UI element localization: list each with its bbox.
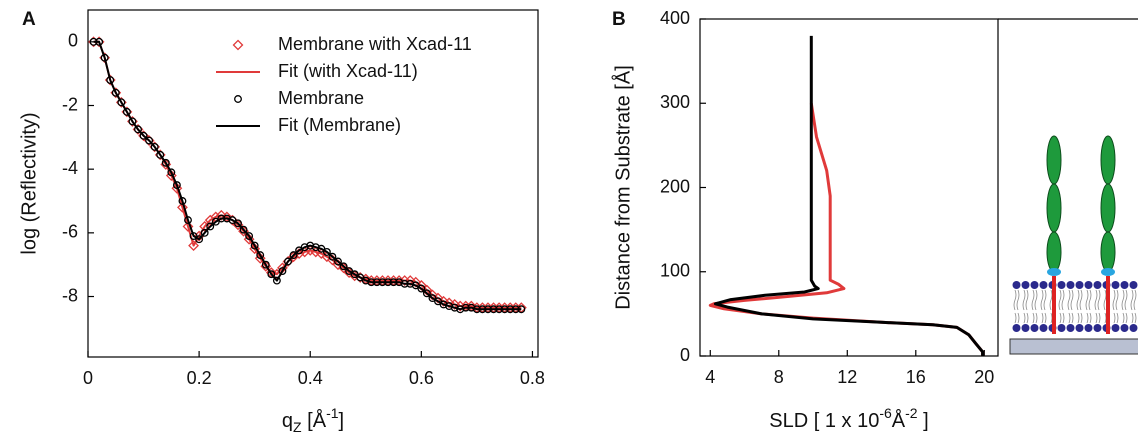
data-point — [177, 201, 188, 213]
data-point — [239, 225, 248, 234]
data-point — [422, 289, 431, 298]
fit-line — [93, 40, 522, 311]
data-point — [289, 251, 298, 260]
x-axis-label-part: [Å — [302, 409, 327, 432]
data-point — [206, 222, 215, 231]
y-tick-label: 300 — [660, 92, 690, 112]
y-tick-label: 100 — [660, 261, 690, 281]
data-point — [161, 158, 170, 167]
data-point — [150, 142, 159, 151]
legend-label: Fit (with Xcad-11) — [278, 61, 418, 81]
x-tick-label: 12 — [837, 367, 857, 387]
data-point — [122, 107, 131, 116]
x-axis-label-part: q — [282, 410, 293, 432]
x-axis-label: SLD [ 1 x 10-6Å-2 ] — [769, 405, 928, 433]
data-point — [215, 209, 227, 221]
panel-label: A — [22, 9, 36, 30]
x-tick-label: 16 — [906, 367, 926, 387]
fit-line — [93, 40, 522, 309]
y-tick-label: 400 — [660, 8, 690, 28]
legend-label: Membrane with Xcad-11 — [278, 34, 472, 54]
x-axis-label-part: -6 — [879, 405, 892, 421]
plot-frame — [699, 18, 999, 357]
data-point — [278, 267, 287, 275]
data-point — [182, 221, 194, 232]
data-point — [234, 95, 242, 103]
data-point — [272, 276, 281, 285]
x-axis-label-part: SLD [ 1 x 10 — [769, 410, 879, 432]
data-point — [334, 257, 342, 266]
y-tick-label: -2 — [62, 94, 78, 114]
x-axis-label-part: ] — [339, 410, 345, 432]
data-point — [284, 257, 292, 266]
x-axis-label-part: ] — [918, 410, 929, 432]
data-point — [195, 235, 204, 244]
fit-line — [708, 103, 985, 356]
data-point — [117, 98, 126, 107]
data-point — [245, 232, 254, 240]
data-point — [172, 181, 181, 190]
legend-label: Membrane — [278, 88, 364, 108]
x-axis-label-part: Å — [892, 409, 906, 432]
x-tick-label: 4 — [705, 367, 715, 387]
data-point — [261, 260, 270, 269]
data-point — [156, 150, 165, 159]
data-point — [234, 219, 242, 228]
data-point — [339, 262, 348, 271]
x-axis-label-part: Z — [293, 419, 302, 435]
data-point — [232, 39, 244, 51]
x-tick-label: 0.6 — [409, 368, 434, 388]
data-point — [167, 168, 176, 177]
data-point — [417, 284, 426, 293]
y-tick-label: -8 — [62, 285, 78, 305]
data-point — [145, 136, 154, 145]
data-point — [128, 117, 137, 126]
x-axis-label: qZ [Å-1] — [282, 405, 344, 435]
y-tick-label: 0 — [680, 345, 690, 365]
y-tick-label: 200 — [660, 176, 690, 196]
x-tick-label: 0.8 — [520, 368, 545, 388]
data-point — [256, 251, 265, 260]
x-tick-label: 20 — [974, 367, 994, 387]
data-point — [328, 252, 337, 261]
data-point — [139, 131, 148, 140]
x-tick-label: 0.2 — [187, 368, 212, 388]
legend-label: Fit (Membrane) — [278, 115, 401, 135]
fit-line — [713, 35, 985, 356]
x-tick-label: 8 — [774, 367, 784, 387]
data-point — [322, 247, 331, 256]
x-axis-label-part: -2 — [905, 405, 918, 421]
data-point — [404, 275, 416, 287]
data-point — [267, 270, 276, 279]
x-axis-label-part: -1 — [326, 405, 339, 421]
data-point — [134, 125, 142, 134]
panel-label: B — [612, 9, 626, 30]
plot-frame — [87, 9, 539, 358]
schematic — [998, 18, 1138, 355]
data-point — [111, 88, 120, 97]
x-tick-label: 0 — [83, 368, 93, 388]
y-tick-label: 0 — [68, 31, 78, 51]
data-point — [188, 240, 199, 251]
y-axis-label: log (Reflectivity) — [18, 112, 40, 254]
data-point — [200, 228, 209, 237]
data-point — [250, 241, 259, 250]
x-tick-label: 0.4 — [298, 368, 323, 388]
y-tick-label: -6 — [62, 222, 78, 242]
y-tick-label: -4 — [62, 158, 78, 178]
y-axis-label: Distance from Substrate [Å] — [611, 65, 634, 310]
